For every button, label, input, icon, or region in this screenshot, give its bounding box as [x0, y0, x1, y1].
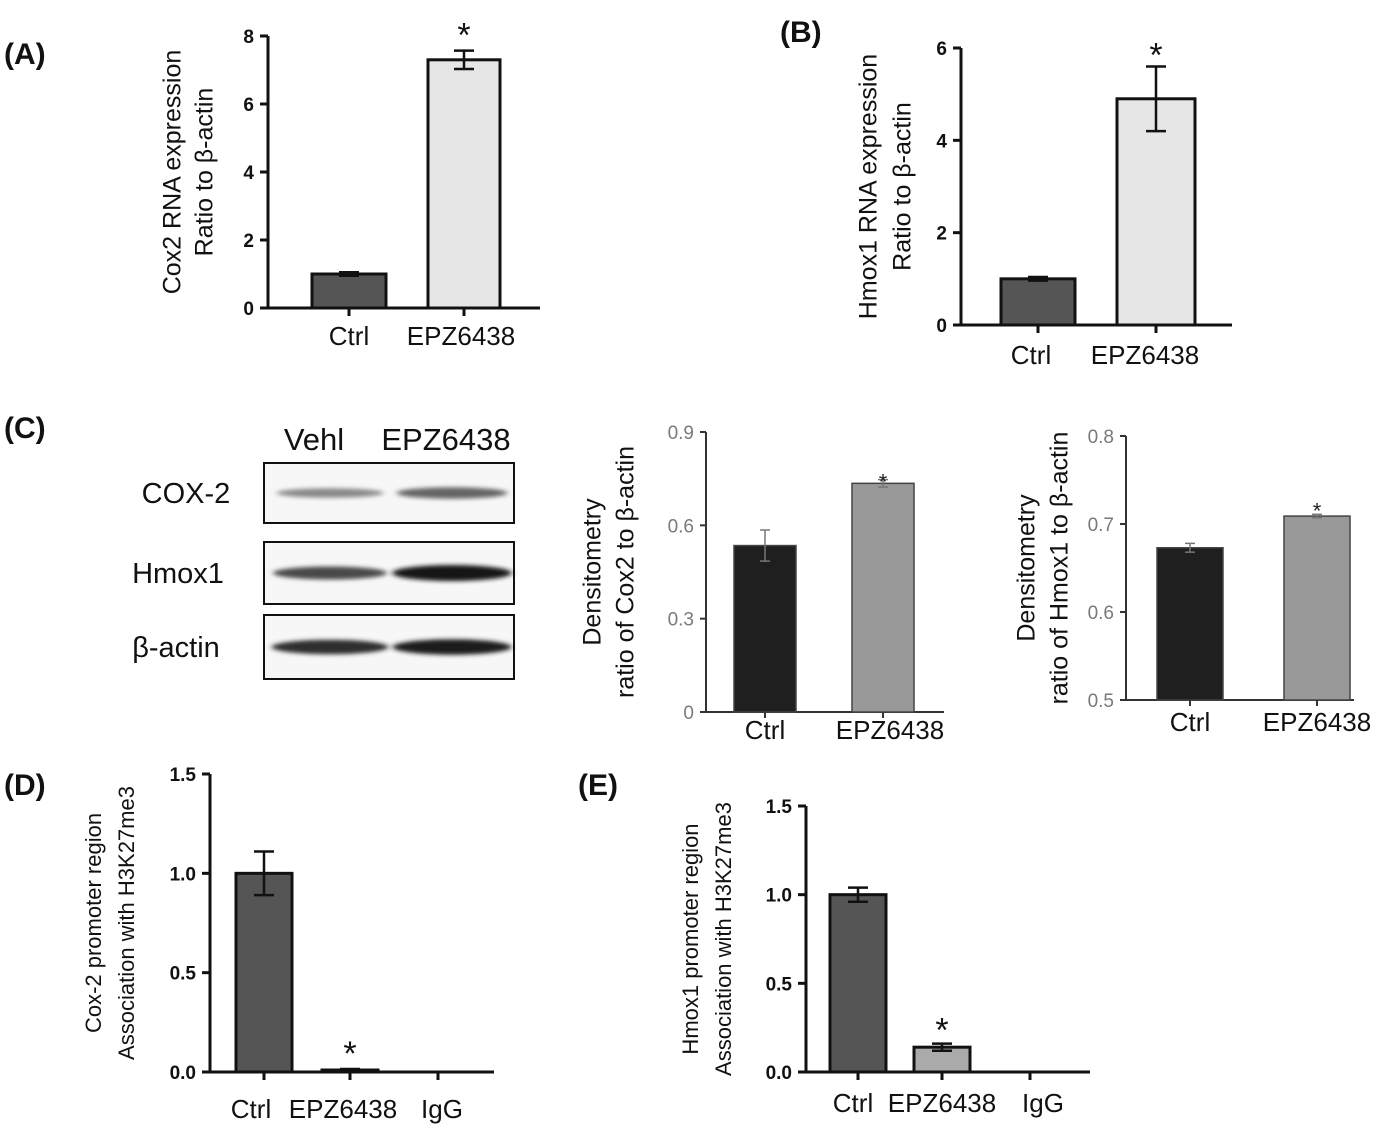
panel-e-chart: (E) 0.0 0.5 1.0 1.5 Ctrl EPZ6438 * IgG Hmox1 prom… — [578, 769, 1090, 1118]
y-axis-label: Association with H3K27me3 — [711, 802, 736, 1076]
y-tick-label: 6 — [243, 95, 254, 116]
y-tick-label: 0.9 — [668, 423, 694, 444]
panel-label: (A) — [4, 38, 46, 71]
y-axis-label: Cox2 RNA expression — [159, 50, 187, 295]
bar — [310, 272, 388, 310]
y-tick-label: 1.5 — [766, 797, 793, 818]
category-label: Ctrl — [329, 321, 369, 351]
blot-column-label: Vehl — [284, 422, 344, 457]
significance-marker: * — [1149, 36, 1162, 74]
category-label: EPZ6438 — [1091, 340, 1199, 370]
y-tick-label: 0.5 — [170, 964, 197, 985]
y-tick-label: 4 — [936, 131, 947, 152]
panel-c-cox2-densitometry-chart: 0 0.3 0.6 0.9 Ctrl EPZ6438 * Densitometry ratio … — [579, 423, 945, 745]
y-tick-label: 0.6 — [1088, 603, 1114, 624]
bar — [733, 544, 797, 713]
significance-marker: * — [1313, 498, 1322, 523]
y-tick-label: 0.6 — [668, 516, 694, 537]
category-label: EPZ6438 — [1263, 707, 1371, 737]
y-tick-label: 1.5 — [170, 765, 197, 786]
blot-band — [396, 487, 508, 499]
y-tick-label: 6 — [936, 39, 947, 60]
y-tick-label: 8 — [243, 27, 254, 48]
significance-marker: * — [935, 1012, 948, 1050]
bar — [999, 277, 1077, 327]
y-tick-label: 0.5 — [766, 974, 793, 995]
y-tick-label: 0.3 — [668, 610, 694, 631]
y-axis-label: ratio of Hmox1 to β-actin — [1046, 432, 1074, 705]
category-label: Ctrl — [833, 1088, 873, 1118]
y-tick-label: 0.0 — [766, 1063, 792, 1084]
category-label: IgG — [1022, 1088, 1064, 1118]
y-tick-label: 0.8 — [1088, 427, 1114, 448]
category-label: Ctrl — [1170, 707, 1210, 737]
y-tick-label: 1.0 — [170, 864, 196, 885]
blot-band — [276, 488, 384, 498]
blot-band — [273, 566, 387, 580]
y-tick-label: 0.7 — [1088, 515, 1114, 536]
panel-label: (B) — [780, 16, 822, 49]
y-axis-label: Association with H3K27me3 — [114, 786, 139, 1060]
panel-c-blot: (C) Vehl EPZ6438 COX-2 Hmox1 β-actin — [4, 412, 515, 680]
category-label: EPZ6438 — [888, 1088, 996, 1118]
panel-a-chart: (A) 0 2 4 6 8 Ctrl EPZ6438 * Cox2 RNA expression R… — [4, 17, 540, 351]
blot-band — [392, 565, 512, 581]
category-label: EPZ6438 — [289, 1094, 397, 1124]
panel-label: (E) — [578, 769, 618, 802]
bar — [1156, 547, 1224, 701]
category-label: Ctrl — [1011, 340, 1051, 370]
y-axis-label: Densitometry — [579, 498, 607, 646]
y-axis-label: Ratio to β-actin — [889, 102, 917, 271]
bar — [426, 58, 502, 310]
bar — [851, 482, 915, 713]
panel-label: (D) — [4, 769, 46, 802]
y-tick-label: 4 — [243, 163, 254, 184]
bar — [234, 871, 294, 1074]
blot-column-label: EPZ6438 — [381, 422, 510, 457]
category-label: Ctrl — [745, 715, 785, 745]
y-axis-label: ratio of Cox2 to β-actin — [612, 446, 640, 698]
y-tick-label: 1.0 — [766, 886, 792, 907]
category-label: IgG — [421, 1094, 463, 1124]
bar — [828, 893, 888, 1074]
y-axis-label: Ratio to β-actin — [191, 88, 219, 257]
panel-c-hmox1-densitometry-chart: 0.5 0.6 0.7 0.8 Ctrl EPZ6438 * Densitometry rati… — [1013, 427, 1372, 737]
category-label: EPZ6438 — [836, 715, 944, 745]
blot-row-label: β-actin — [132, 632, 220, 664]
significance-marker: * — [879, 470, 888, 495]
blot-row-label: COX-2 — [142, 478, 231, 510]
y-tick-label: 0.0 — [170, 1063, 196, 1084]
y-axis-label: Hmox1 RNA expression — [855, 54, 883, 319]
blot-band — [271, 639, 389, 655]
y-tick-label: 2 — [936, 224, 947, 245]
y-tick-label: 0 — [683, 703, 694, 724]
bar — [1283, 515, 1351, 701]
y-axis-label: Hmox1 promoter region — [678, 823, 703, 1054]
y-axis-label: Cox-2 promoter region — [81, 813, 106, 1033]
panel-d-chart: (D) 0.0 0.5 1.0 1.5 Ctrl EPZ6438 * IgG Cox-2 prom… — [4, 765, 494, 1124]
bar — [1115, 97, 1197, 327]
y-tick-label: 2 — [243, 231, 254, 252]
significance-marker: * — [343, 1035, 356, 1073]
y-axis-label: Densitometry — [1013, 494, 1041, 642]
y-tick-label: 0.5 — [1088, 691, 1114, 712]
y-tick-label: 0 — [243, 299, 254, 320]
y-tick-label: 0 — [936, 316, 947, 337]
category-label: Ctrl — [231, 1094, 271, 1124]
category-label: EPZ6438 — [407, 321, 515, 351]
blot-band — [392, 639, 512, 655]
blot-row-label: Hmox1 — [132, 558, 224, 590]
significance-marker: * — [457, 17, 470, 55]
panel-b-chart: (B) 0 2 4 6 Ctrl EPZ6438 * Hmox1 RNA expression R… — [780, 16, 1232, 370]
panel-label: (C) — [4, 412, 46, 445]
